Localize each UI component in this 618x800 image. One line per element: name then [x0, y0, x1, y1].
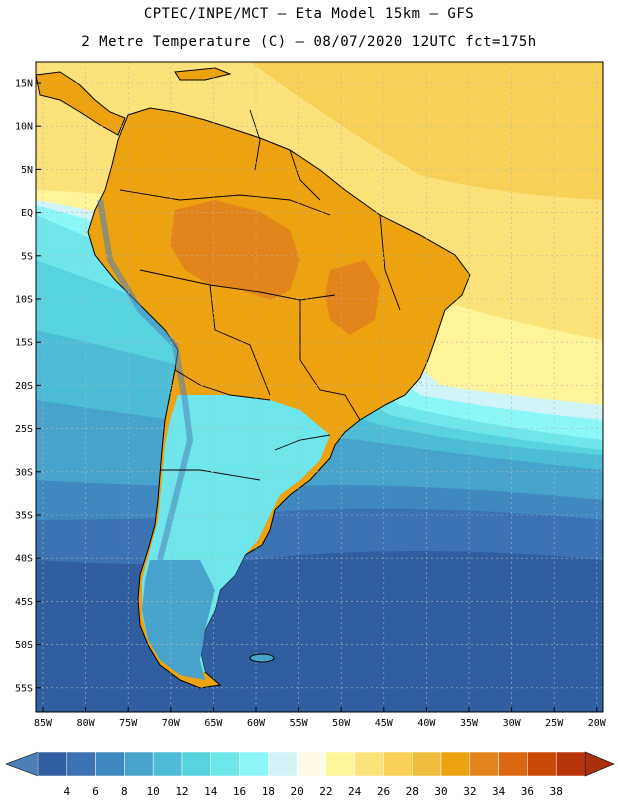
lon-label: 20W	[588, 718, 607, 729]
andes-strip	[97, 199, 194, 561]
lon-label: 35W	[460, 718, 479, 729]
lon-label: 85W	[34, 718, 53, 729]
colorbar-swatch	[412, 751, 442, 777]
lon-label: 25W	[545, 718, 564, 729]
colorbar-swatch	[354, 751, 384, 777]
lat-label: 50S	[15, 640, 33, 651]
colorbar-tick-label: 26	[377, 785, 390, 798]
latitude-labels: 15N 10N 5N EQ 5S 10S 15S 20S 25S 30S 35S 40S 45S 50S 5…	[15, 79, 41, 694]
lon-label: 50W	[332, 718, 351, 729]
lon-label: 65W	[204, 718, 223, 729]
ocean-band-28	[250, 62, 603, 200]
colorbar-swatch	[555, 751, 586, 777]
lon-label: 80W	[77, 718, 96, 729]
colorbar-tick-label: 14	[204, 785, 218, 798]
colorbar-swatch	[383, 751, 413, 777]
lon-label: 30W	[503, 718, 522, 729]
colorbar-tick-label: 28	[406, 785, 419, 798]
lon-label: 70W	[162, 718, 181, 729]
colorbar-tick-label: 30	[434, 785, 447, 798]
colorbar-tick-label: 4	[63, 785, 70, 798]
colorbar-swatch	[440, 751, 471, 777]
lat-label: 30S	[15, 467, 33, 478]
country-boundaries	[119, 109, 401, 481]
colorbar-tick-label: 16	[233, 785, 246, 798]
colorbar-swatch	[37, 751, 68, 777]
map-title-line2: 2 Metre Temperature (C) – 08/07/2020 12U…	[81, 34, 537, 50]
colorbar-tick-label: 10	[147, 785, 160, 798]
lon-label: 45W	[375, 718, 394, 729]
lat-label: 20S	[15, 381, 33, 392]
colorbar-swatch	[239, 751, 269, 777]
lat-label: 15S	[15, 338, 33, 349]
lat-label: EQ	[21, 208, 33, 219]
lon-label: 55W	[290, 718, 309, 729]
colorbar-tick-label: 8	[121, 785, 128, 798]
colorbar-tick-label: 34	[492, 785, 506, 798]
colorbar-swatch	[95, 751, 125, 777]
colorbar-tick-label: 18	[262, 785, 275, 798]
lat-label: 25S	[15, 424, 33, 435]
lat-label: 55S	[15, 683, 33, 694]
colorbar-swatch	[527, 751, 557, 777]
colorbar-tick-label: 22	[319, 785, 332, 798]
longitude-labels: 85W 80W 75W 70W 65W 60W 55W 50W 45W 40W 35W 30W 25W 2…	[34, 707, 607, 729]
lat-label: 5N	[21, 165, 33, 176]
colorbar-swatch	[124, 751, 154, 777]
lat-label: 5S	[21, 251, 33, 262]
map-frame	[35, 61, 604, 713]
map-title-line1: CPTEC/INPE/MCT – Eta Model 15km – GFS	[143, 6, 475, 22]
colorbar-swatch	[469, 751, 499, 777]
colorbar-tick-label: 6	[92, 785, 99, 798]
colorbar-swatch	[325, 751, 355, 777]
lat-label: 10S	[15, 295, 33, 306]
colorbar-swatch	[498, 751, 528, 777]
falkland-islands	[249, 653, 275, 663]
lon-label: 40W	[417, 718, 436, 729]
colorbar-swatch	[152, 751, 183, 777]
colorbar-swatch	[181, 751, 211, 777]
graticule	[36, 62, 603, 712]
lat-label: 10N	[15, 122, 33, 133]
lat-label: 15N	[15, 79, 33, 90]
colorbar-above-arrow	[584, 751, 615, 777]
lat-label: 40S	[15, 554, 33, 565]
colorbar-tick-label: 38	[550, 785, 563, 798]
caribbean-island	[174, 67, 232, 81]
lon-label: 60W	[247, 718, 266, 729]
colorbar-tick-label: 32	[463, 785, 476, 798]
colorbar-swatch	[296, 751, 327, 777]
colorbar-below-arrow	[5, 751, 39, 777]
colorbar-swatch	[268, 751, 298, 777]
lat-label: 35S	[15, 511, 33, 522]
map-field	[36, 62, 603, 712]
amazon-hot-region	[170, 200, 300, 300]
lat-label: 45S	[15, 597, 33, 608]
lon-label: 75W	[119, 718, 138, 729]
colorbar-tick-label: 12	[175, 785, 188, 798]
patagonia-cold-land	[142, 560, 215, 680]
colorbar-swatch	[66, 751, 96, 777]
colorbar-tick-label: 20	[290, 785, 303, 798]
colorbar: 4 6 8 10 12 14 16 18 20 22 24 26 28 30 32 34 36 38	[5, 751, 615, 798]
colorbar-tick-label: 24	[348, 785, 362, 798]
colorbar-swatch	[210, 751, 240, 777]
central-brazil-hot-region	[325, 260, 380, 335]
colorbar-tick-label: 36	[521, 785, 534, 798]
